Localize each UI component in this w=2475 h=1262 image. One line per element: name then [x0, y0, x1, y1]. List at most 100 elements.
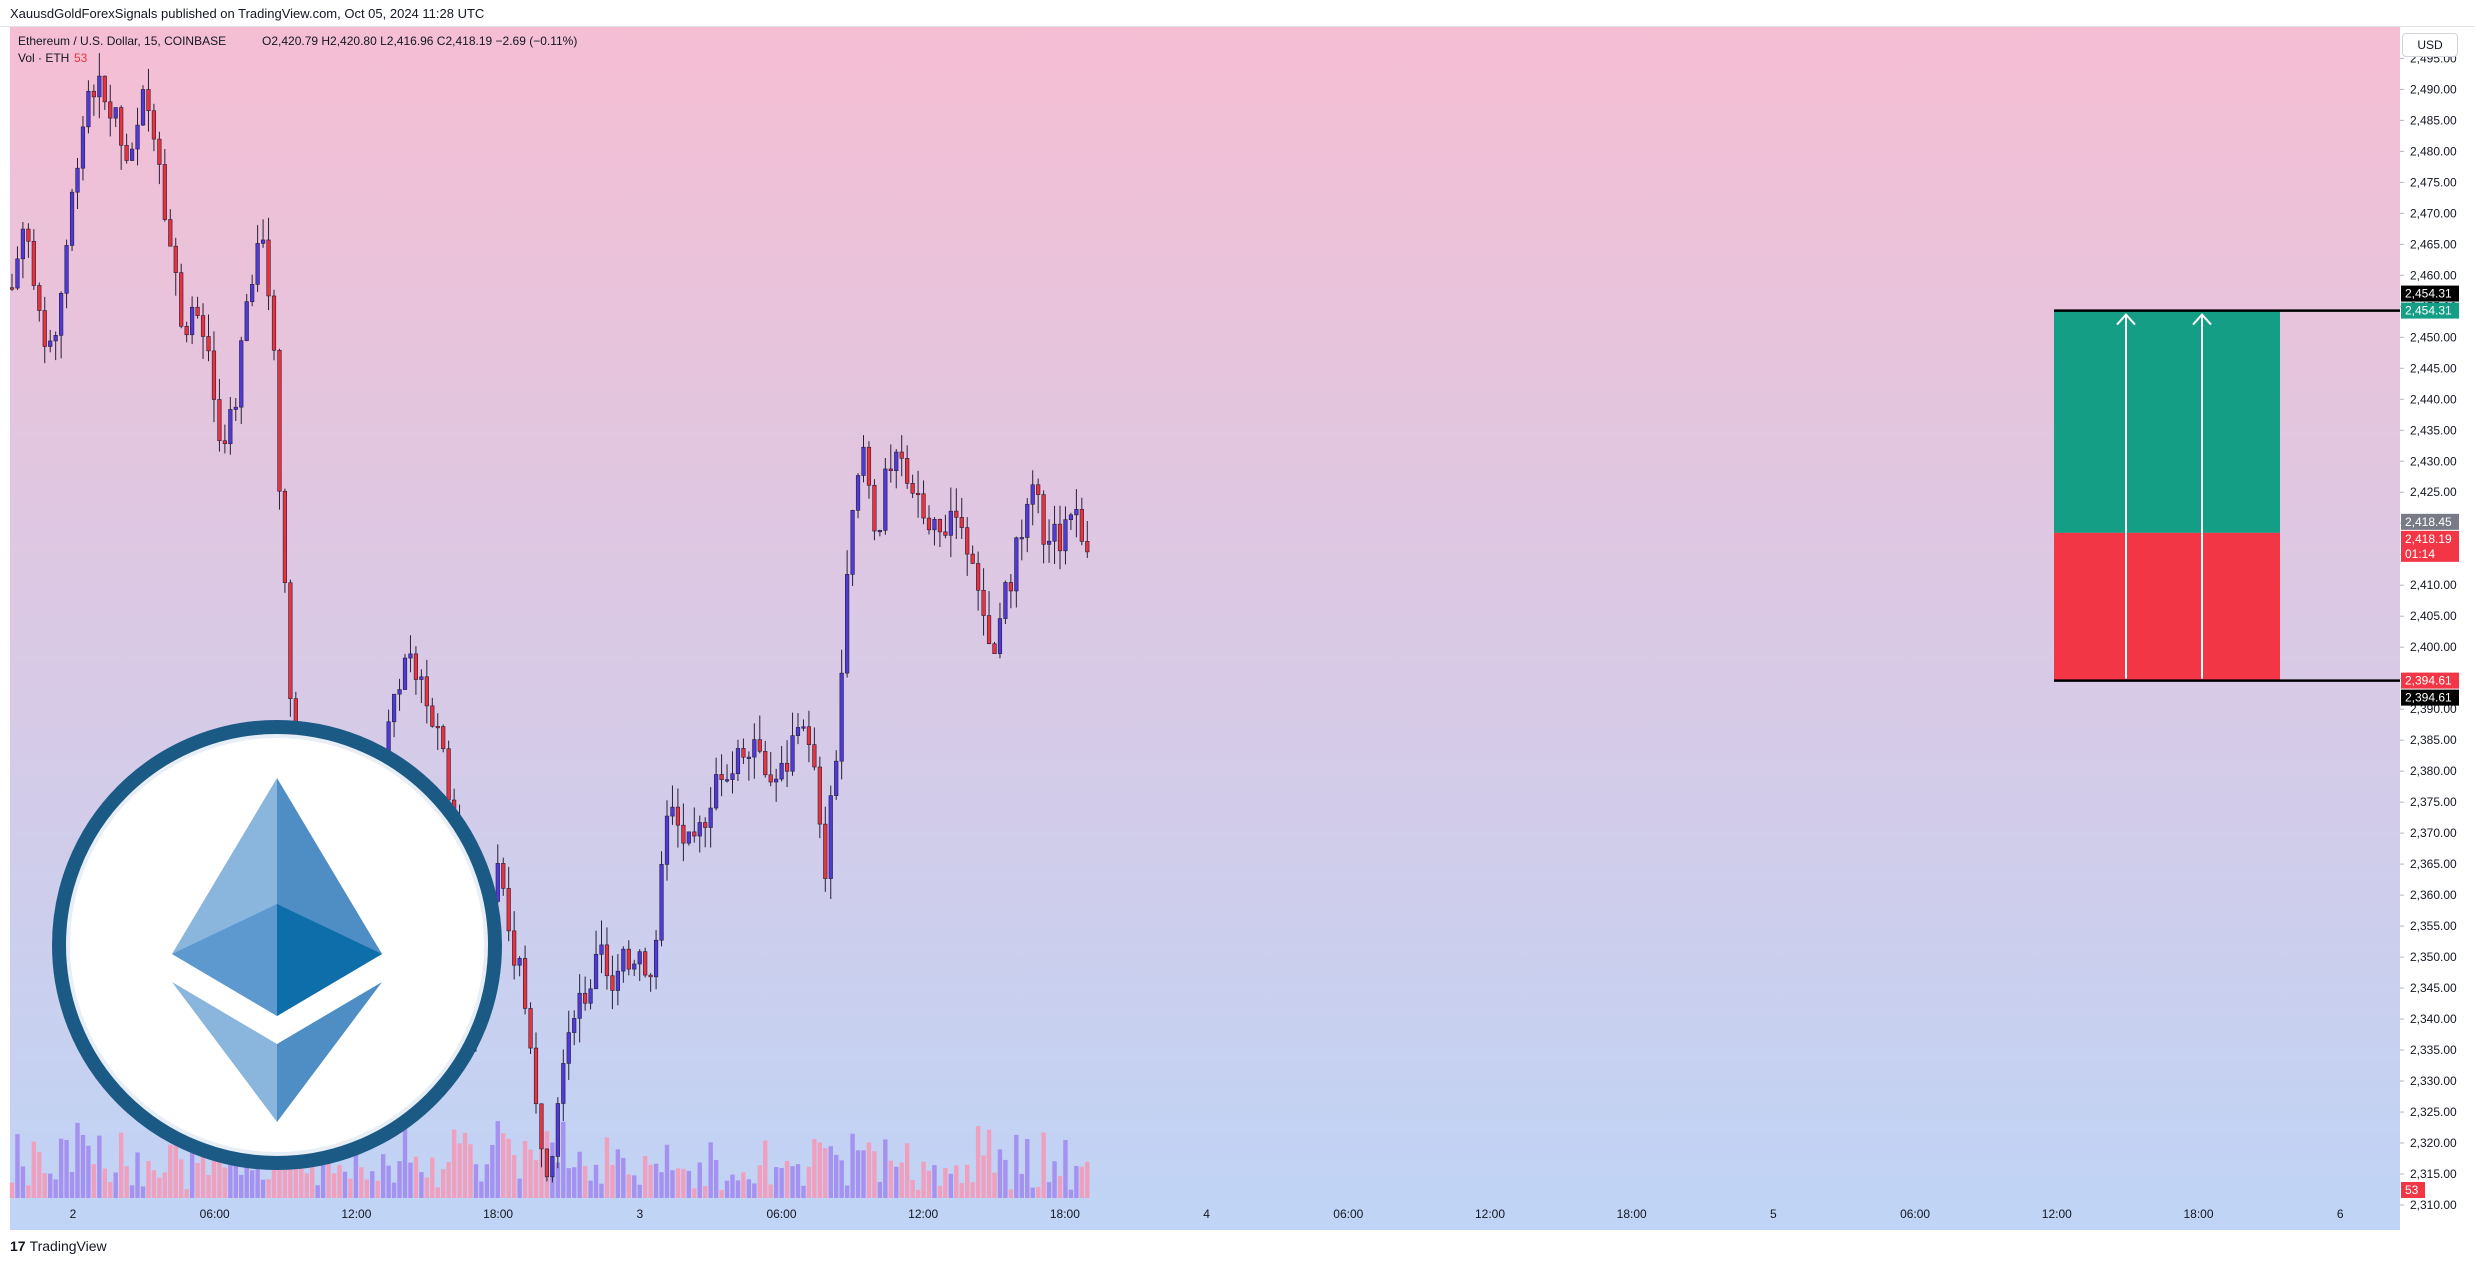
candle-body — [1079, 509, 1084, 542]
volume-bar — [626, 1174, 631, 1198]
candle-body — [48, 340, 53, 347]
long-position-tool[interactable] — [2054, 309, 2400, 682]
candle-body — [441, 726, 446, 750]
volume-bar — [899, 1162, 904, 1198]
price-tick-label: 2,345.00 — [2410, 981, 2457, 995]
candle-body — [779, 762, 784, 780]
volume-bar — [517, 1178, 522, 1198]
candle-body — [119, 107, 124, 146]
candle-body — [391, 693, 397, 723]
target-price-label: 2,454.31 — [2405, 304, 2452, 318]
volume-bar — [391, 1182, 397, 1198]
candle-body — [222, 440, 227, 445]
candle-body — [632, 963, 637, 970]
volume-bar — [921, 1161, 926, 1198]
candle-body — [577, 992, 582, 1019]
price-tick-label: 2,360.00 — [2410, 888, 2457, 902]
target-price-label-top-bg — [2401, 285, 2459, 302]
volume-bar — [1035, 1186, 1041, 1198]
candle-body — [217, 399, 222, 442]
volume-bar — [1063, 1140, 1068, 1198]
volume-bar — [855, 1150, 861, 1198]
entry-price-label-bg — [2401, 513, 2459, 530]
volume-bar — [233, 1160, 238, 1198]
candle-body — [943, 531, 948, 536]
candle-body — [866, 446, 872, 486]
volume-bar — [435, 1187, 440, 1198]
candle-body — [561, 1063, 566, 1104]
candle-body — [31, 240, 36, 286]
volume-bar — [533, 1160, 539, 1198]
stop-price-label-bottom-bg — [2401, 689, 2459, 706]
candle-body — [506, 888, 511, 932]
candle-body — [719, 774, 724, 780]
candle-body — [69, 191, 75, 246]
volume-bar — [664, 1144, 670, 1198]
price-tick-label: 2,320.00 — [2410, 1136, 2457, 1150]
candle-body — [795, 727, 801, 736]
candle-body — [905, 458, 910, 484]
volume-bar — [473, 1164, 479, 1198]
ethereum-logo-badge — [52, 720, 502, 1170]
candle-body — [190, 306, 195, 336]
target-zone[interactable] — [2054, 310, 2280, 533]
time-tick-label: 06:00 — [200, 1207, 230, 1221]
candle-body — [659, 864, 664, 941]
volume-bar — [375, 1180, 380, 1198]
footer-bar: 17 TradingView — [0, 1232, 2475, 1262]
volume-bar — [135, 1152, 140, 1198]
volume-bar — [75, 1122, 80, 1198]
volume-bar — [200, 1146, 206, 1198]
price-tick-label: 2,340.00 — [2410, 1012, 2457, 1026]
candle-body — [697, 822, 702, 837]
volume-bar — [779, 1168, 784, 1198]
volume-bar — [1057, 1176, 1063, 1198]
ethereum-logo-icon — [172, 778, 382, 1122]
price-tick-label: 2,315.00 — [2410, 1167, 2457, 1181]
volume-bar — [926, 1170, 932, 1198]
candle-body — [708, 807, 713, 828]
time-axis[interactable]: 2 06:00 12:00 18:00 3 06:00 12:00 18:00 4 06:00 12… — [70, 1207, 2344, 1221]
volume-bar — [713, 1160, 719, 1198]
volume-bar — [337, 1165, 342, 1198]
candle-body — [735, 748, 741, 775]
volume-bar — [582, 1166, 588, 1198]
currency-button[interactable]: USD — [2402, 33, 2458, 57]
time-tick-label: 12:00 — [2042, 1207, 2072, 1221]
volume-bar — [773, 1167, 779, 1198]
candle-body — [724, 779, 730, 782]
volume-bar — [304, 1173, 309, 1198]
volume-bar — [42, 1173, 47, 1198]
candle-body — [151, 110, 157, 140]
volume-bar — [784, 1160, 790, 1198]
volume-bar — [370, 1171, 375, 1198]
candle-body — [757, 739, 762, 752]
volume-bar — [566, 1168, 571, 1198]
volume-bar — [752, 1183, 757, 1198]
volume-bar — [735, 1180, 741, 1198]
stop-price-label-bg — [2401, 672, 2459, 689]
volume-bar — [528, 1149, 533, 1198]
chart-title: Ethereum / U.S. Dollar, 15, COINBASE — [18, 34, 226, 48]
volume-bar — [441, 1169, 446, 1198]
price-tick-label: 2,380.00 — [2410, 764, 2457, 778]
candle-body — [664, 815, 670, 865]
candle-body — [615, 970, 620, 991]
candle-body — [954, 510, 959, 518]
stop-zone[interactable] — [2054, 532, 2280, 681]
volume-bar — [844, 1185, 850, 1198]
tradingview-logo[interactable]: 17 TradingView — [10, 1238, 107, 1254]
candle-body — [129, 148, 135, 161]
volume-bar — [1003, 1159, 1008, 1198]
volume-bar — [511, 1155, 517, 1198]
volume-bar — [206, 1175, 211, 1198]
candle-body — [1074, 509, 1079, 516]
candle-body — [250, 284, 255, 302]
volume-bar — [179, 1159, 184, 1198]
stop-price-label-bottom: 2,394.61 — [2405, 691, 2452, 705]
price-tick-label: 2,375.00 — [2410, 795, 2457, 809]
candle-body — [1036, 484, 1041, 495]
candle-body — [774, 778, 779, 783]
candle-body — [544, 1148, 550, 1178]
